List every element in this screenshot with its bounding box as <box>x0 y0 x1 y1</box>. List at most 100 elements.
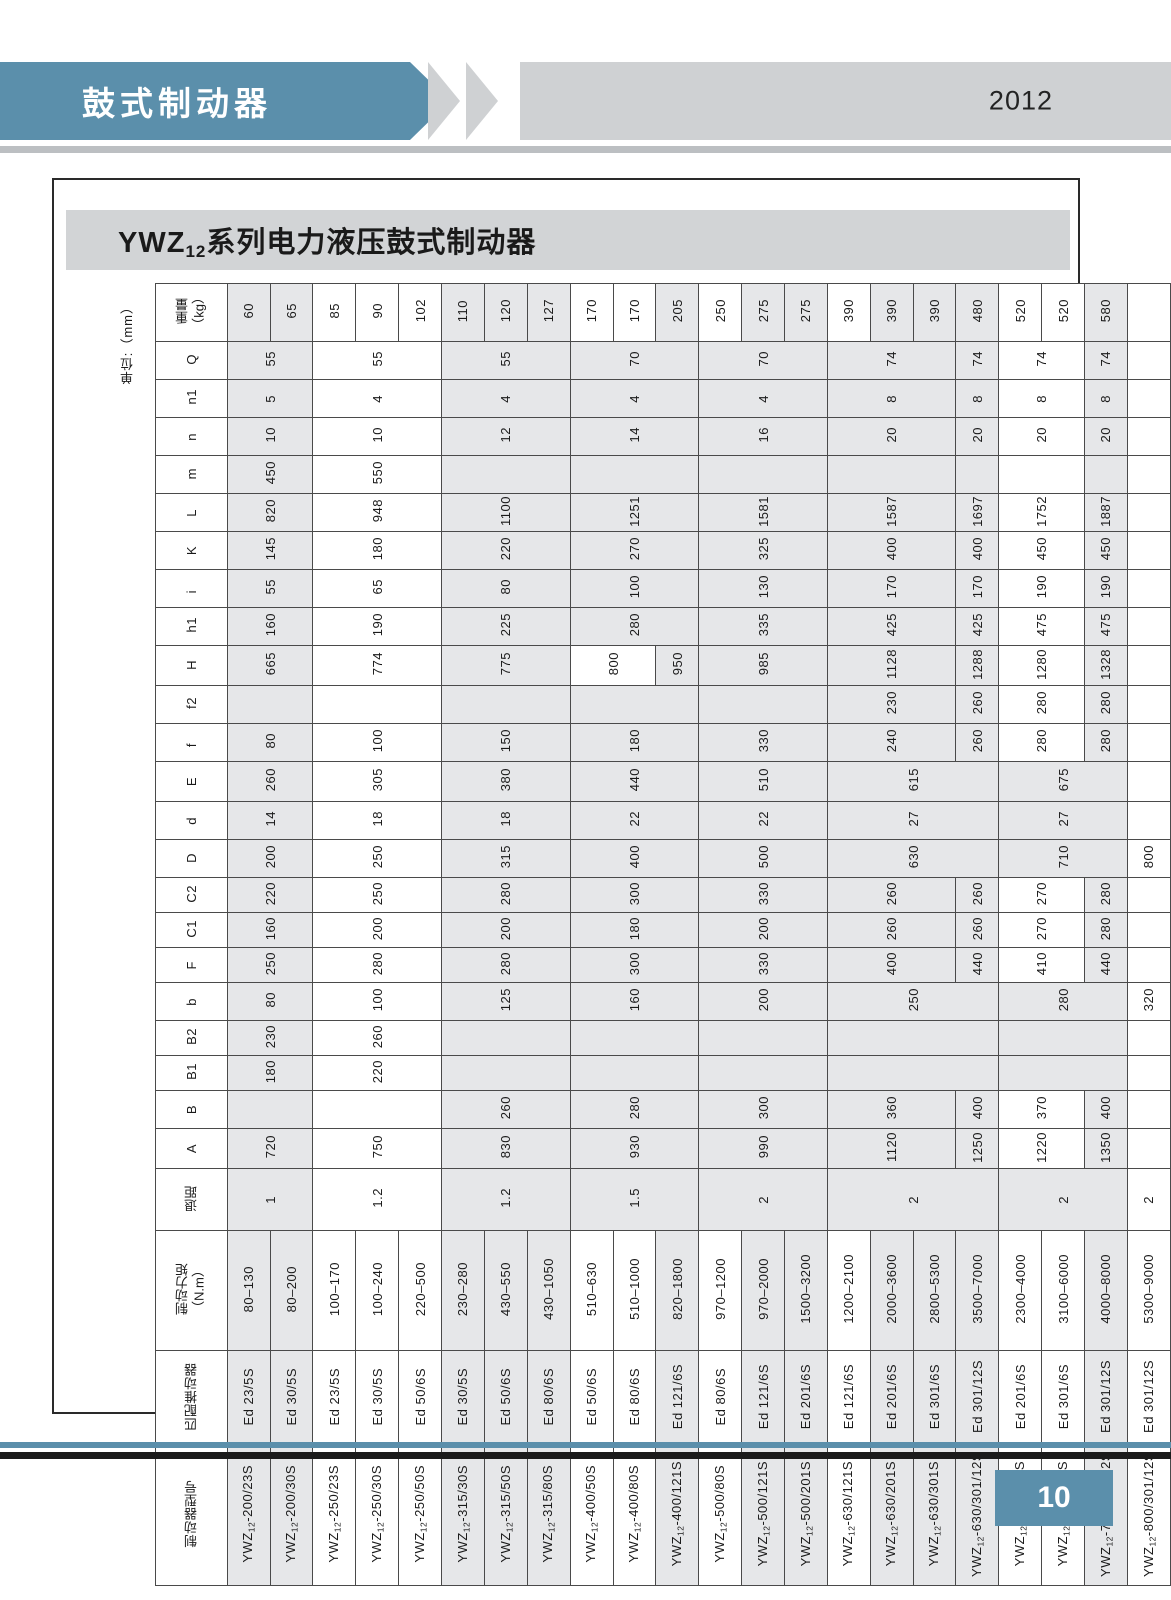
cell-value: 70 <box>755 351 771 367</box>
spec-table-wrap: 重量 （kg） 60 65 85 90 102 110 120 127 170 170 205 250 27… <box>155 283 1171 1586</box>
table-cell: Ed 301/6S <box>1041 1350 1085 1446</box>
table-cell: 180 <box>226 1055 314 1091</box>
table-cell: 270 <box>569 531 700 570</box>
table-cell: Ed 30/5S <box>269 1350 314 1446</box>
model-cell: YWZ12-500/80S <box>698 1445 743 1586</box>
model-cell: YWZ12-250/50S <box>398 1445 443 1586</box>
cell-value: 305 <box>369 768 385 792</box>
table-cell: 65 <box>312 569 443 608</box>
table-cell: 2800–5300 <box>912 1230 957 1351</box>
cell-value: 20 <box>1098 427 1114 443</box>
cell-value: 1200–2100 <box>841 1254 857 1324</box>
table-cell: 1.5 <box>569 1168 700 1231</box>
cell-value: 2 <box>905 1196 921 1204</box>
cell-value: 280 <box>1034 729 1050 753</box>
table-cell: 160 <box>569 982 700 1021</box>
row-label-text: H <box>183 660 199 670</box>
table-cell: 330 <box>698 877 828 913</box>
table-cell: Ed 121/6S <box>826 1350 871 1446</box>
table-cell: Ed 50/6S <box>569 1350 614 1446</box>
cell-value: Ed 23/5S <box>326 1367 342 1426</box>
cell-value: 150 <box>498 729 514 753</box>
cell-value: 500 <box>755 845 771 869</box>
cell-value: 10 <box>262 427 278 443</box>
page-number-badge: 10 <box>995 1470 1113 1526</box>
table-row: n 10 10 12 14 16 20 20 20 20 <box>155 417 1171 456</box>
table-cell: 2 <box>1126 1168 1171 1231</box>
table-cell <box>1126 1090 1171 1129</box>
table-cell: 2 <box>998 1168 1128 1231</box>
cell-value: 130 <box>755 575 771 599</box>
table-cell: 1.2 <box>441 1168 571 1231</box>
table-cell: 250 <box>826 982 1000 1021</box>
table-cell: 80 <box>441 569 571 608</box>
cell-value: 55 <box>369 351 385 367</box>
table-cell: 220 <box>312 1055 443 1091</box>
table-cell: 55 <box>226 341 314 380</box>
cell-value: 100 <box>626 575 642 599</box>
cell-value: 5300–9000 <box>1141 1254 1157 1324</box>
table-cell: 520 <box>998 283 1043 342</box>
cell-value: 2800–5300 <box>926 1254 942 1324</box>
cell-value: 2300–4000 <box>1012 1254 1028 1324</box>
cell-value: 400 <box>969 1096 985 1120</box>
cell-value: 10 <box>369 427 385 443</box>
cell-value: Ed 201/6S <box>884 1363 900 1430</box>
cell-value: 22 <box>755 811 771 827</box>
cell-value: 774 <box>369 652 385 676</box>
cell-value: 145 <box>262 537 278 561</box>
cell-value: 410 <box>1034 951 1050 976</box>
table-cell: 20 <box>998 417 1085 456</box>
cell-value: 74 <box>1098 351 1114 367</box>
table-cell <box>441 1055 571 1091</box>
table-cell: 110 <box>441 283 485 342</box>
table-row: m 450 550 <box>155 455 1171 494</box>
table-cell: 280 <box>312 947 443 983</box>
cell-value: 260 <box>969 729 985 753</box>
cell-value: 400 <box>969 537 985 561</box>
table-cell <box>1126 531 1171 570</box>
cell-value: 1 <box>262 1196 278 1204</box>
cell-value: 800 <box>1141 845 1157 869</box>
table-cell: 430–550 <box>483 1230 528 1351</box>
table-cell: 270 <box>998 877 1085 913</box>
table-cell <box>1083 455 1128 494</box>
model-cell: YWZ12-630/301S <box>912 1445 957 1586</box>
model-value: YWZ12-315/30S <box>454 1465 472 1563</box>
table-cell: 510 <box>698 761 828 802</box>
row-label-text: C1 <box>183 919 199 938</box>
table-cell: 190 <box>312 607 443 646</box>
cell-value: 3500–7000 <box>969 1254 985 1324</box>
row-label-B1: B1 <box>155 1055 228 1091</box>
header-blue-banner <box>0 62 410 140</box>
model-cell: YWZ12-400/50S <box>569 1445 614 1586</box>
table-cell: 260 <box>955 685 1000 724</box>
table-cell: 300 <box>698 1090 828 1129</box>
table-cell: 970–2000 <box>741 1230 785 1351</box>
table-cell: 145 <box>226 531 314 570</box>
cell-value: 225 <box>498 613 514 637</box>
cell-value: 440 <box>969 951 985 976</box>
cell-value: 370 <box>1034 1096 1050 1120</box>
cell-value: 400 <box>884 537 900 561</box>
table-cell: 90 <box>355 283 400 342</box>
table-cell: 18 <box>441 801 571 840</box>
model-cell: YWZ12-200/30S <box>269 1445 314 1586</box>
table-cell <box>998 1020 1128 1056</box>
table-cell: 400 <box>1083 1090 1128 1129</box>
table-cell: 18 <box>312 801 443 840</box>
table-cell: 1581 <box>698 493 828 532</box>
table-cell: 948 <box>312 493 443 532</box>
row-label-text: E <box>183 776 199 786</box>
cell-value: 80 <box>498 579 514 595</box>
table-cell: 710 <box>998 839 1128 878</box>
cell-value: 450 <box>1034 537 1050 561</box>
cell-value: 260 <box>369 1024 385 1049</box>
table-row: D 200 250 315 400 500 630 710 800 <box>155 839 1171 878</box>
model-value: YWZ12-315/80S <box>540 1465 557 1563</box>
table-cell: 80 <box>226 723 314 762</box>
spec-table: 重量 （kg） 60 65 85 90 102 110 120 127 170 170 205 250 27… <box>155 283 1171 1586</box>
table-cell: 1120 <box>826 1128 957 1169</box>
row-label-text: 制动力矩 （N.m） <box>175 1263 207 1315</box>
table-cell: 330 <box>698 723 828 762</box>
